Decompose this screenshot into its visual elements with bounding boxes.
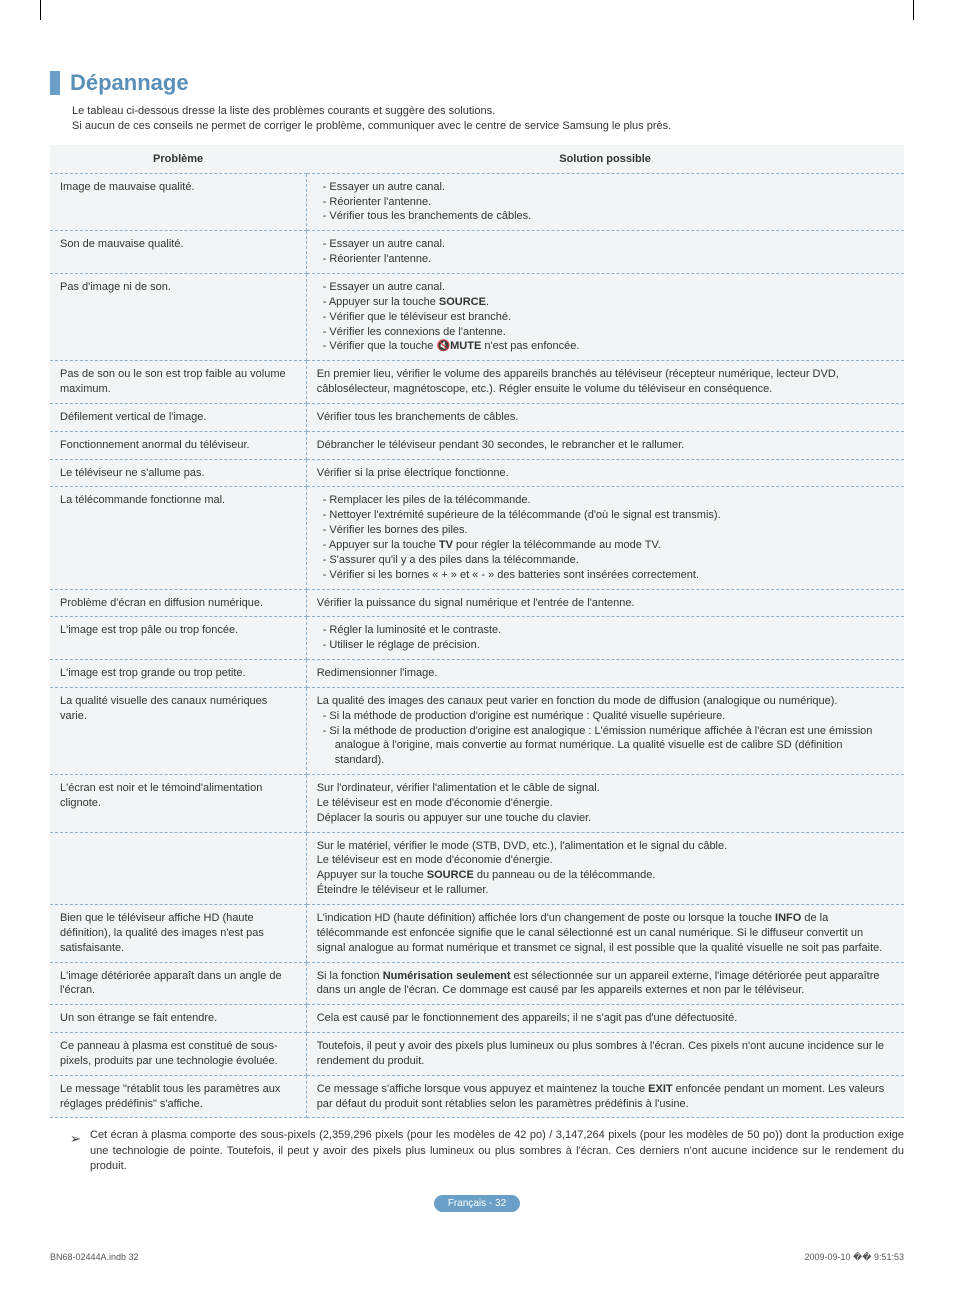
list-item: Réorienter l'antenne.	[335, 252, 894, 267]
problem-cell: Le téléviseur ne s'allume pas.	[50, 459, 306, 487]
table-row: L'image détériorée apparaît dans un angl…	[50, 962, 904, 1005]
solution-cell: L'indication HD (haute définition) affic…	[306, 905, 904, 963]
list-item: Remplacer les piles de la télécommande.	[335, 493, 894, 508]
list-item: Vérifier si les bornes « + » et « - » de…	[335, 568, 894, 583]
intro-text: Le tableau ci-dessous dresse la liste de…	[72, 104, 904, 135]
list-item: Utiliser le réglage de précision.	[335, 638, 894, 653]
page-footer: Français - 32	[50, 1195, 904, 1212]
intro-line-1: Le tableau ci-dessous dresse la liste de…	[72, 105, 495, 117]
solution-cell: Toutefois, il peut y avoir des pixels pl…	[306, 1033, 904, 1076]
page-badge: Français - 32	[434, 1195, 520, 1212]
table-row: Fonctionnement anormal du téléviseur.Déb…	[50, 431, 904, 459]
list-item: S'assurer qu'il y a des piles dans la té…	[335, 553, 894, 568]
table-row: Ce panneau à plasma est constitué de sou…	[50, 1033, 904, 1076]
problem-cell: Ce panneau à plasma est constitué de sou…	[50, 1033, 306, 1076]
table-row: Bien que le téléviseur affiche HD (haute…	[50, 905, 904, 963]
table-row: Un son étrange se fait entendre.Cela est…	[50, 1005, 904, 1033]
problem-cell: La télécommande fonctionne mal.	[50, 487, 306, 589]
table-row: Pas d'image ni de son.Essayer un autre c…	[50, 274, 904, 361]
list-item: Si la méthode de production d'origine es…	[335, 724, 894, 769]
solution-cell: Vérifier la puissance du signal numériqu…	[306, 589, 904, 617]
solution-cell: Ce message s'affiche lorsque vous appuye…	[306, 1075, 904, 1118]
problem-cell: Problème d'écran en diffusion numérique.	[50, 589, 306, 617]
table-row: Problème d'écran en diffusion numérique.…	[50, 589, 904, 617]
problem-cell: Image de mauvaise qualité.	[50, 173, 306, 231]
problem-cell: Le message "rétablit tous les paramètres…	[50, 1075, 306, 1118]
list-item: Régler la luminosité et le contraste.	[335, 623, 894, 638]
solution-cell: Débrancher le téléviseur pendant 30 seco…	[306, 431, 904, 459]
print-footer: BN68-02444A.indb 32 2009-09-10 �� 9:51:5…	[50, 1252, 904, 1263]
print-footer-right: 2009-09-10 �� 9:51:53	[804, 1252, 904, 1263]
heading-accent-bar	[50, 71, 60, 95]
table-row: L'écran est noir et le témoind'alimentat…	[50, 775, 904, 833]
solution-pretext: La qualité des images des canaux peut va…	[317, 694, 894, 709]
solution-cell: Redimensionner l'image.	[306, 660, 904, 688]
table-row: Le téléviseur ne s'allume pas.Vérifier s…	[50, 459, 904, 487]
solution-cell: Cela est causé par le fonctionnement des…	[306, 1005, 904, 1033]
problem-cell: L'image est trop grande ou trop petite.	[50, 660, 306, 688]
problem-cell: Son de mauvaise qualité.	[50, 231, 306, 274]
section-heading: Dépannage	[70, 70, 189, 96]
table-row: Le message "rétablit tous les paramètres…	[50, 1075, 904, 1118]
list-item: Appuyer sur la touche TV pour régler la …	[335, 538, 894, 553]
list-item: Nettoyer l'extrémité supérieure de la té…	[335, 508, 894, 523]
list-item: Essayer un autre canal.	[335, 237, 894, 252]
list-item: Vérifier les connexions de l'antenne.	[335, 325, 894, 340]
problem-cell: La qualité visuelle des canaux numérique…	[50, 687, 306, 774]
problem-cell: Un son étrange se fait entendre.	[50, 1005, 306, 1033]
problem-cell: Pas de son ou le son est trop faible au …	[50, 361, 306, 404]
solution-cell: Vérifier tous les branchements de câbles…	[306, 403, 904, 431]
problem-cell: L'image détériorée apparaît dans un angl…	[50, 962, 306, 1005]
footnote: ➢ Cet écran à plasma comporte des sous-p…	[70, 1128, 904, 1174]
list-item: Vérifier que le téléviseur est branché.	[335, 310, 894, 325]
note-arrow-icon: ➢	[70, 1130, 81, 1148]
print-footer-left: BN68-02444A.indb 32	[50, 1252, 139, 1263]
problem-cell: Défilement vertical de l'image.	[50, 403, 306, 431]
table-row: L'image est trop pâle ou trop foncée.Rég…	[50, 617, 904, 660]
solution-cell: La qualité des images des canaux peut va…	[306, 687, 904, 774]
solution-cell: Vérifier si la prise électrique fonction…	[306, 459, 904, 487]
problem-cell: Pas d'image ni de son.	[50, 274, 306, 361]
col-header-problem: Problème	[50, 145, 306, 174]
problem-cell: Fonctionnement anormal du téléviseur.	[50, 431, 306, 459]
list-item: Vérifier que la touche 🔇MUTE n'est pas e…	[335, 339, 894, 354]
table-row: Image de mauvaise qualité.Essayer un aut…	[50, 173, 904, 231]
table-row: La télécommande fonctionne mal.Remplacer…	[50, 487, 904, 589]
solution-cell: Essayer un autre canal.Appuyer sur la to…	[306, 274, 904, 361]
solution-cell: Sur l'ordinateur, vérifier l'alimentatio…	[306, 775, 904, 833]
table-row: Pas de son ou le son est trop faible au …	[50, 361, 904, 404]
problem-cell: L'image est trop pâle ou trop foncée.	[50, 617, 306, 660]
problem-cell: Bien que le téléviseur affiche HD (haute…	[50, 905, 306, 963]
troubleshoot-table: Problème Solution possible Image de mauv…	[50, 145, 904, 1119]
solution-cell: Essayer un autre canal.Réorienter l'ante…	[306, 173, 904, 231]
solution-cell: Sur le matériel, vérifier le mode (STB, …	[306, 832, 904, 904]
list-item: Si la méthode de production d'origine es…	[335, 709, 894, 724]
solution-cell: Essayer un autre canal.Réorienter l'ante…	[306, 231, 904, 274]
list-item: Essayer un autre canal.	[335, 280, 894, 295]
section-heading-wrap: Dépannage	[50, 70, 904, 96]
solution-cell: Remplacer les piles de la télécommande.N…	[306, 487, 904, 589]
solution-cell: Régler la luminosité et le contraste.Uti…	[306, 617, 904, 660]
intro-line-2: Si aucun de ces conseils ne permet de co…	[72, 120, 671, 132]
table-row: Sur le matériel, vérifier le mode (STB, …	[50, 832, 904, 904]
table-row: La qualité visuelle des canaux numérique…	[50, 687, 904, 774]
footnote-text: Cet écran à plasma comporte des sous-pix…	[90, 1129, 904, 1172]
problem-cell: L'écran est noir et le témoind'alimentat…	[50, 775, 306, 833]
table-row: Son de mauvaise qualité.Essayer un autre…	[50, 231, 904, 274]
list-item: Vérifier tous les branchements de câbles…	[335, 209, 894, 224]
solution-cell: Si la fonction Numérisation seulement es…	[306, 962, 904, 1005]
list-item: Vérifier les bornes des piles.	[335, 523, 894, 538]
table-row: L'image est trop grande ou trop petite.R…	[50, 660, 904, 688]
col-header-solution: Solution possible	[306, 145, 904, 174]
table-row: Défilement vertical de l'image.Vérifier …	[50, 403, 904, 431]
solution-cell: En premier lieu, vérifier le volume des …	[306, 361, 904, 404]
list-item: Réorienter l'antenne.	[335, 195, 894, 210]
problem-cell	[50, 832, 306, 904]
list-item: Essayer un autre canal.	[335, 180, 894, 195]
list-item: Appuyer sur la touche SOURCE.	[335, 295, 894, 310]
